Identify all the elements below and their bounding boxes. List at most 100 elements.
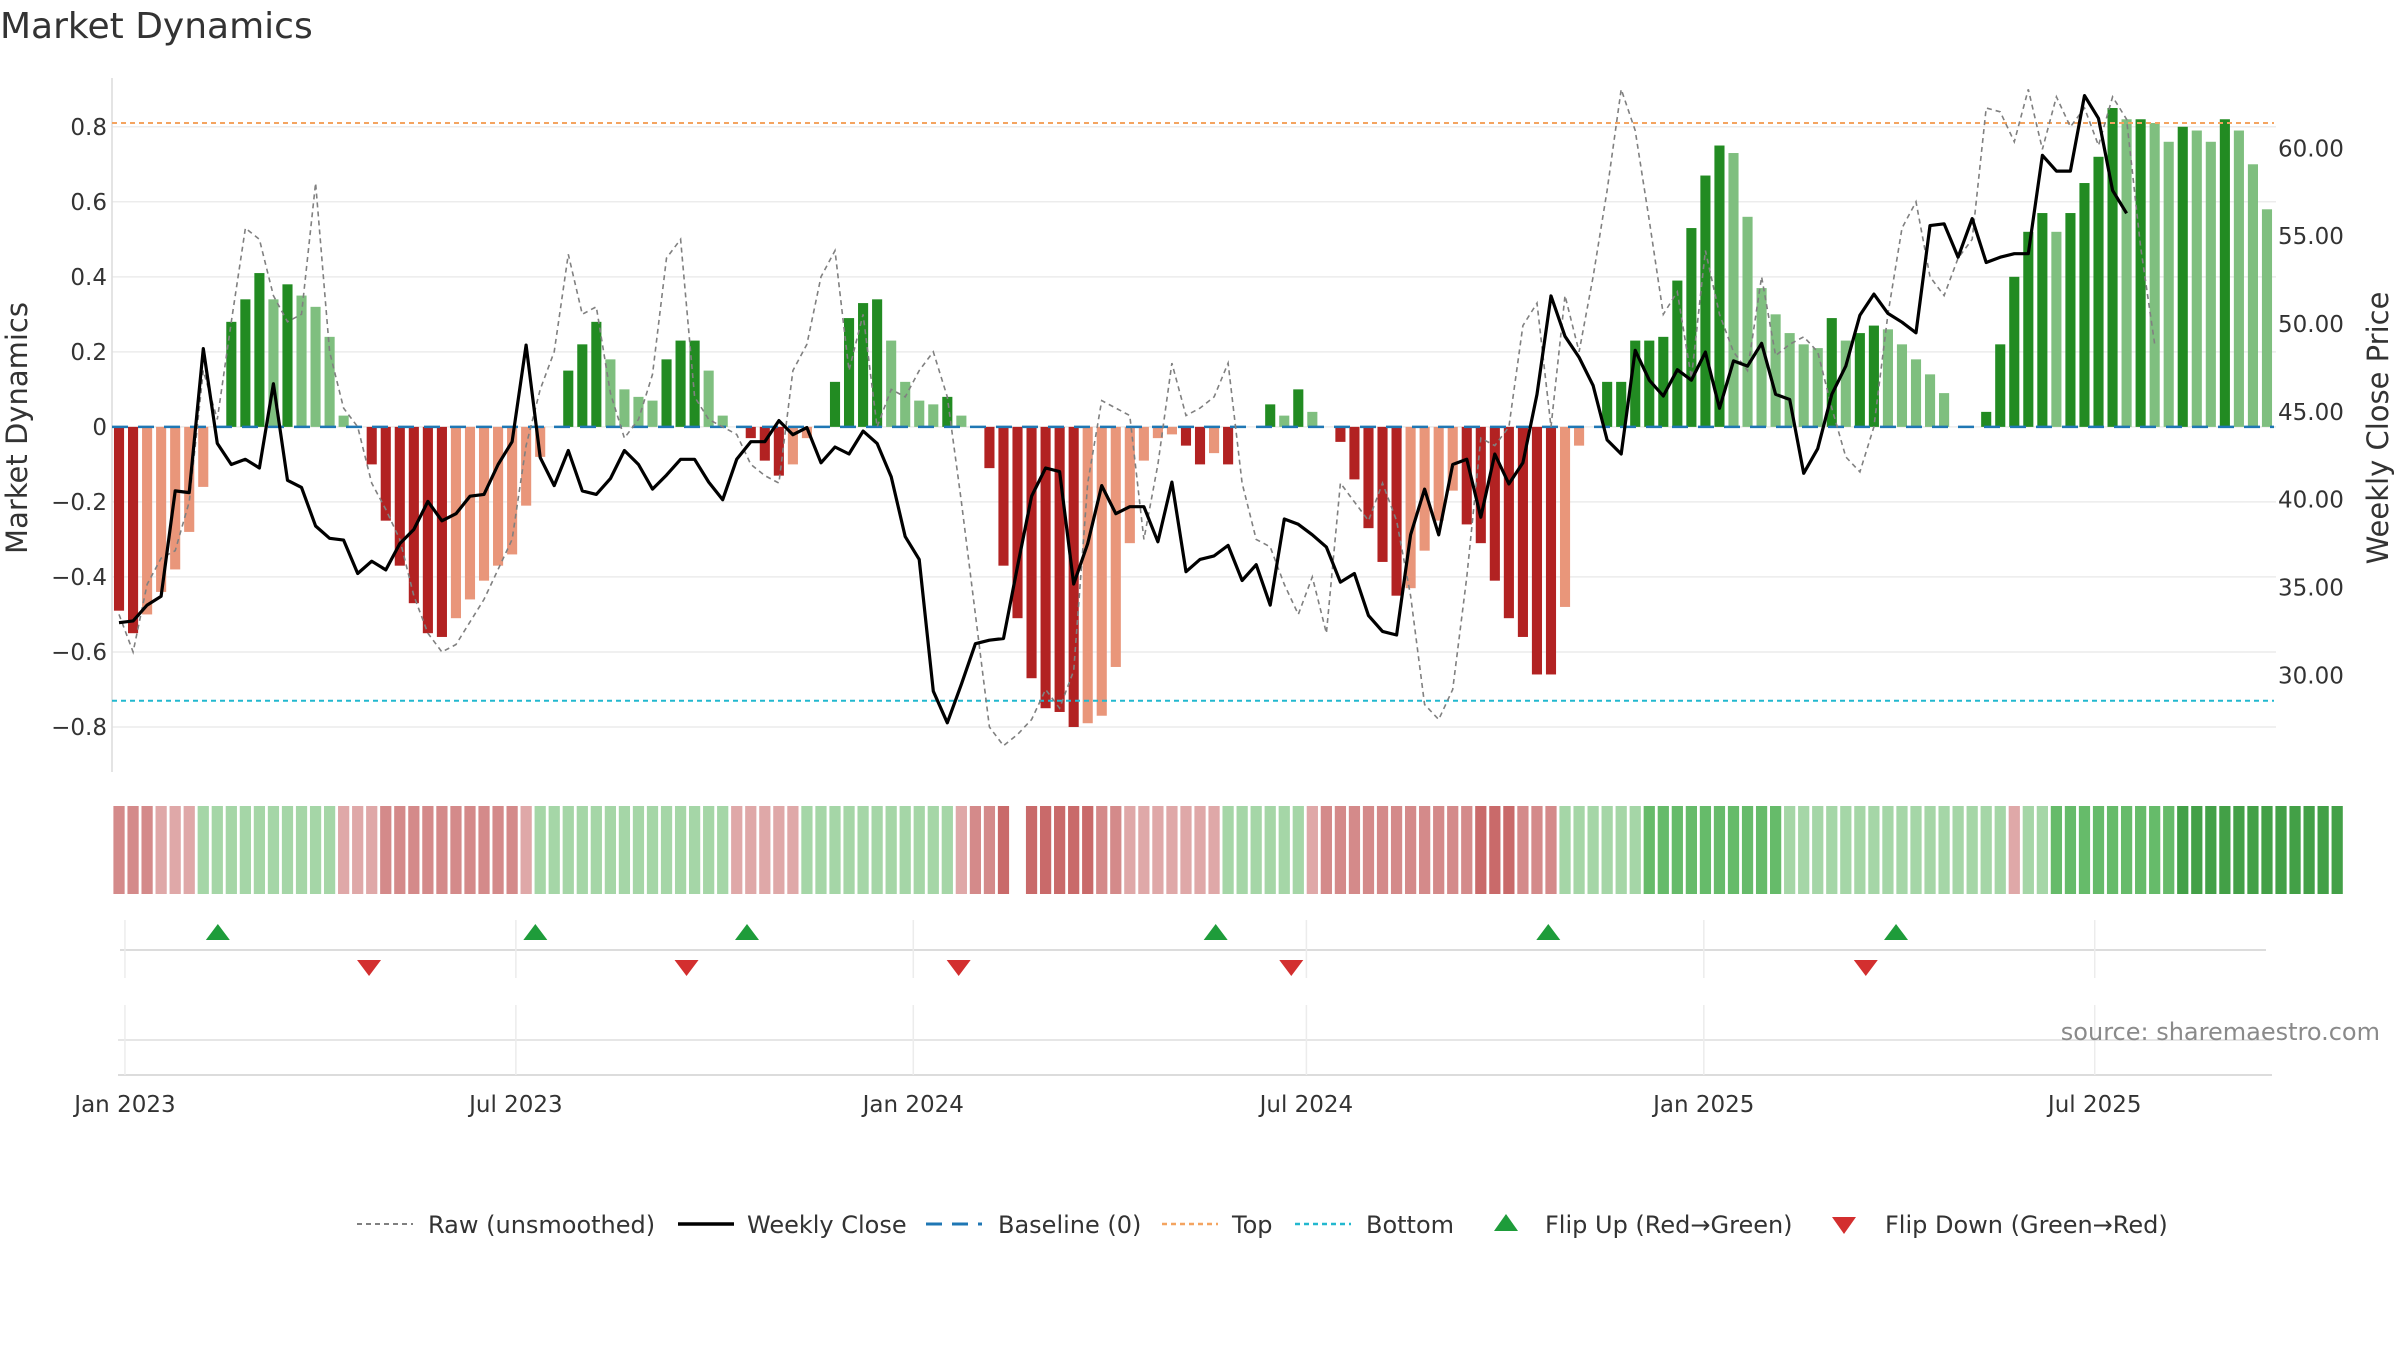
regime-cell xyxy=(1096,806,1108,894)
market-dynamics-bar xyxy=(521,426,532,506)
left-tick-label: 0.4 xyxy=(70,265,107,291)
regime-cell xyxy=(1966,806,1978,894)
regime-cell xyxy=(2120,806,2133,894)
market-dynamics-bar xyxy=(1658,336,1669,427)
regime-cell xyxy=(492,806,504,894)
source-note: source: sharemaestro.com xyxy=(2061,1018,2380,1046)
right-tick-label: 35.00 xyxy=(2278,576,2344,602)
market-dynamics-bar xyxy=(1995,344,2006,427)
legend-label: Flip Up (Red→Green) xyxy=(1545,1211,1793,1239)
regime-cell xyxy=(2149,806,2161,894)
market-dynamics-bar xyxy=(240,299,251,427)
regime-cell xyxy=(1180,806,1192,894)
market-dynamics-bar xyxy=(394,426,405,566)
regime-cell xyxy=(1868,806,1880,894)
left-tick-label: −0.2 xyxy=(51,490,107,516)
market-dynamics-bar xyxy=(1335,426,1346,442)
regime-cell xyxy=(464,806,476,894)
regime-cell xyxy=(2331,806,2343,894)
regime-cell xyxy=(969,806,982,894)
x-tick-label: Jul 2024 xyxy=(1258,1092,1354,1118)
right-axis-ticks: 30.00 35.00 40.00 45.00 50.00 55.00 60.00 xyxy=(2278,136,2344,689)
market-dynamics-bar xyxy=(1405,426,1416,589)
regime-cell xyxy=(1025,806,1038,894)
regime-cell xyxy=(1475,806,1487,894)
market-dynamics-bar xyxy=(759,426,770,461)
regime-cell xyxy=(169,806,181,894)
market-dynamics-bar xyxy=(1924,374,1936,427)
regime-cell xyxy=(773,806,785,894)
regime-cell xyxy=(2177,806,2189,894)
regime-cell xyxy=(1138,806,1150,894)
market-dynamics-bar xyxy=(338,415,349,427)
regime-cell xyxy=(1110,806,1122,894)
right-tick-label: 60.00 xyxy=(2278,136,2344,162)
market-dynamics-bar xyxy=(1012,426,1023,619)
market-dynamics-bar xyxy=(661,359,672,427)
market-dynamics-bar xyxy=(1812,348,1823,427)
regime-cell xyxy=(1545,806,1557,894)
regime-cell xyxy=(1882,806,1894,894)
market-dynamics-bar xyxy=(2093,156,2104,427)
regime-cell xyxy=(2317,806,2329,894)
regime-cell xyxy=(1433,806,1445,894)
regime-cell xyxy=(1741,806,1754,894)
market-dynamics-bar xyxy=(900,381,911,427)
market-dynamics-bar xyxy=(296,295,307,427)
market-dynamics-bar xyxy=(1489,426,1500,581)
flip-up-marker xyxy=(1884,924,1909,940)
main-panel-grid xyxy=(111,78,2276,772)
flip-up-marker xyxy=(734,924,759,940)
legend-label: Weekly Close xyxy=(747,1211,907,1239)
market-dynamics-bar xyxy=(647,400,658,427)
market-dynamics-bar xyxy=(858,303,869,427)
right-tick-label: 30.00 xyxy=(2278,663,2344,689)
market-dynamics-bar xyxy=(2233,130,2244,427)
market-dynamics-bar xyxy=(2149,123,2160,427)
market-dynamics-bar xyxy=(1180,426,1192,446)
market-dynamics-bar xyxy=(2261,209,2273,427)
raw-unsmoothed-line xyxy=(118,89,2156,747)
series-lines xyxy=(118,89,2156,747)
market-dynamics-bar xyxy=(1728,153,1739,427)
regime-cell xyxy=(520,806,532,894)
regime-cell xyxy=(1503,806,1515,894)
market-dynamics-bar xyxy=(2247,164,2258,427)
market-dynamics-bar xyxy=(1026,426,1037,679)
market-dynamics-bar xyxy=(1433,426,1444,521)
regime-cell xyxy=(2275,806,2287,894)
regime-cell xyxy=(478,806,490,894)
market-dynamics-bar xyxy=(2191,130,2202,427)
market-dynamics-bar xyxy=(1644,340,1655,427)
regime-cell xyxy=(1840,806,1852,894)
market-dynamics-bar xyxy=(1742,216,1753,427)
market-dynamics-bar xyxy=(1981,411,1992,427)
x-tick-label: Jul 2025 xyxy=(2046,1092,2142,1118)
regime-cell xyxy=(1671,806,1683,894)
market-dynamics-bar xyxy=(2219,119,2230,427)
market-dynamics-bar xyxy=(591,321,602,427)
regime-cell xyxy=(618,806,631,894)
regime-cell xyxy=(885,806,897,894)
regime-cell xyxy=(1068,806,1080,894)
regime-cell xyxy=(1854,806,1866,894)
legend-label: Top xyxy=(1231,1211,1273,1239)
regime-cell xyxy=(646,806,659,894)
regime-cell xyxy=(422,806,434,894)
market-dynamics-bar xyxy=(1096,426,1107,716)
market-dynamics-bar xyxy=(478,426,490,581)
market-dynamics-bar xyxy=(942,396,953,427)
market-dynamics-bar xyxy=(914,400,925,427)
regime-cell xyxy=(127,806,139,894)
regime-cell xyxy=(787,806,799,894)
market-dynamics-bar xyxy=(156,426,167,592)
regime-cell xyxy=(759,806,771,894)
flip-down-marker xyxy=(946,960,971,976)
market-dynamics-bar xyxy=(464,426,476,600)
market-dynamics-bar xyxy=(1939,393,1950,427)
regime-cell xyxy=(1699,806,1712,894)
market-dynamics-bar xyxy=(928,404,939,427)
market-dynamics-bar xyxy=(801,426,812,439)
legend-item-flip_down: Flip Down (Green→Red) xyxy=(1832,1211,2168,1239)
regime-cell xyxy=(436,806,448,894)
